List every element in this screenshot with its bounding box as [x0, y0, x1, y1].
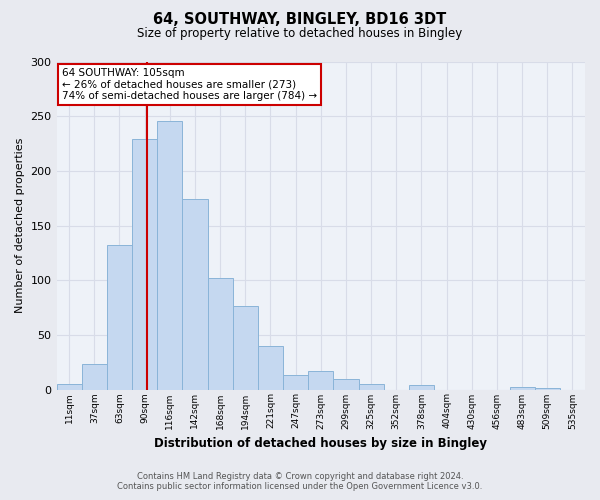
Bar	[82, 364, 107, 390]
Y-axis label: Number of detached properties: Number of detached properties	[15, 138, 25, 313]
Bar	[535, 388, 560, 390]
Bar	[107, 245, 132, 390]
Bar	[56, 384, 82, 390]
Bar	[157, 120, 182, 390]
Text: Contains HM Land Registry data © Crown copyright and database right 2024.
Contai: Contains HM Land Registry data © Crown c…	[118, 472, 482, 491]
X-axis label: Distribution of detached houses by size in Bingley: Distribution of detached houses by size …	[154, 437, 487, 450]
Bar	[258, 346, 283, 390]
Bar	[283, 376, 308, 390]
Bar	[233, 306, 258, 390]
Bar	[334, 378, 359, 390]
Text: Size of property relative to detached houses in Bingley: Size of property relative to detached ho…	[137, 28, 463, 40]
Bar	[308, 371, 334, 390]
Text: 64, SOUTHWAY, BINGLEY, BD16 3DT: 64, SOUTHWAY, BINGLEY, BD16 3DT	[154, 12, 446, 28]
Bar	[182, 200, 208, 390]
Bar	[509, 388, 535, 390]
Bar	[132, 139, 157, 390]
Bar	[208, 278, 233, 390]
Text: 64 SOUTHWAY: 105sqm
← 26% of detached houses are smaller (273)
74% of semi-detac: 64 SOUTHWAY: 105sqm ← 26% of detached ho…	[62, 68, 317, 102]
Bar	[359, 384, 383, 390]
Bar	[409, 385, 434, 390]
